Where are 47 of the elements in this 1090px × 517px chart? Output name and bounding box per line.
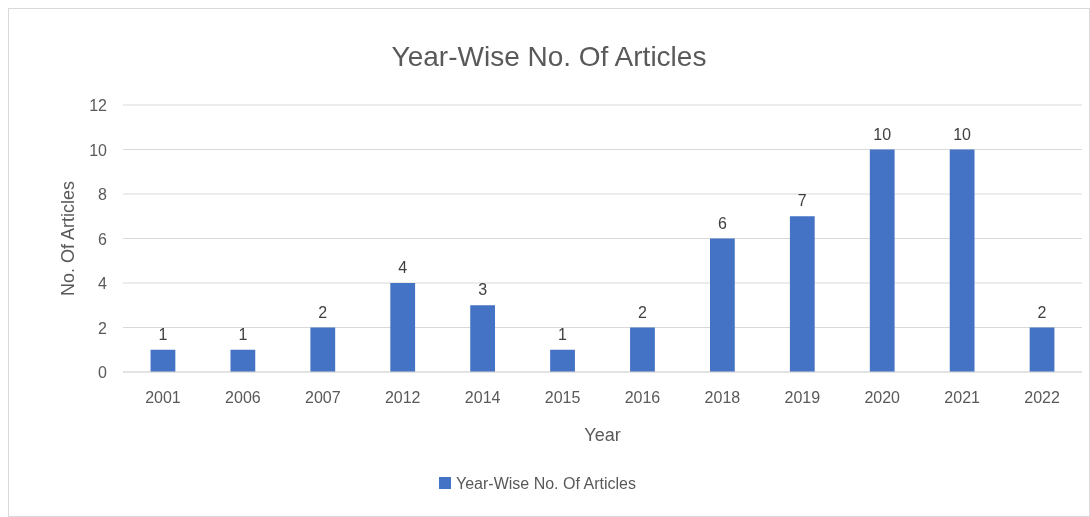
data-label: 10 <box>953 125 972 143</box>
chart-title: Year-Wise No. Of Articles <box>391 41 707 72</box>
y-tick-label: 6 <box>98 230 108 248</box>
bar <box>150 349 176 372</box>
x-tick-label: 2006 <box>225 389 261 406</box>
y-tick-label: 0 <box>98 364 108 381</box>
x-axis-title: Year <box>584 425 621 445</box>
data-label: 2 <box>1037 303 1047 321</box>
bar <box>789 216 815 372</box>
x-tick-label: 2014 <box>464 389 501 406</box>
data-label: 1 <box>238 325 248 343</box>
x-tick-label: 2019 <box>784 389 821 406</box>
y-tick-label: 4 <box>98 275 108 292</box>
data-label: 4 <box>398 259 408 276</box>
y-axis-title: No. Of Articles <box>58 180 78 297</box>
bar <box>310 327 336 372</box>
x-tick-label: 2021 <box>944 389 981 406</box>
y-tick-label: 10 <box>89 141 108 159</box>
legend-label: Year-Wise No. Of Articles <box>456 475 636 492</box>
x-tick-label: 2007 <box>304 389 341 406</box>
x-tick-label: 2020 <box>864 389 901 406</box>
bar <box>949 149 975 372</box>
y-tick-label: 8 <box>98 186 108 203</box>
x-tick-label: 2001 <box>145 389 181 406</box>
data-label: 6 <box>717 214 727 232</box>
bar <box>630 327 655 372</box>
bar <box>709 238 735 372</box>
x-tick-label: 2022 <box>1024 389 1060 406</box>
data-label: 1 <box>158 325 168 343</box>
data-label: 2 <box>318 303 328 321</box>
bar <box>470 305 496 372</box>
bar <box>230 349 256 372</box>
y-tick-label: 12 <box>89 97 108 114</box>
bar <box>390 283 416 372</box>
data-label: 2 <box>638 303 648 321</box>
x-tick-label: 2012 <box>384 389 421 406</box>
data-label: 10 <box>873 125 892 143</box>
data-label: 7 <box>797 192 807 210</box>
x-tick-label: 2016 <box>624 389 661 406</box>
x-tick-label: 2018 <box>704 389 741 406</box>
x-tick-label: 2015 <box>544 389 581 406</box>
bar <box>869 149 895 372</box>
data-label: 3 <box>478 281 488 299</box>
bar <box>550 349 575 372</box>
data-label: 1 <box>558 325 568 343</box>
y-tick-label: 2 <box>98 319 108 337</box>
bar <box>1029 327 1055 372</box>
